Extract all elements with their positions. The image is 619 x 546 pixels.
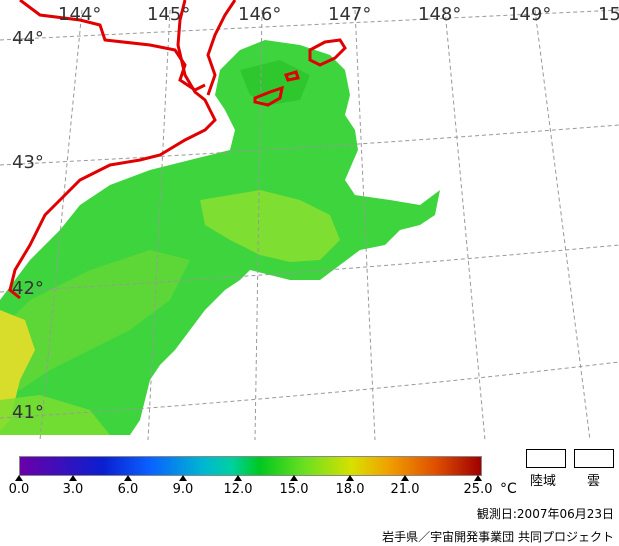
scale-tick [179, 475, 187, 481]
scale-tick [234, 475, 242, 481]
scale-tick [124, 475, 132, 481]
lat-label-43: 43° [12, 152, 44, 173]
temperature-color-scale [19, 456, 482, 476]
graticule [0, 9, 619, 440]
sst-field [0, 40, 440, 435]
lon-label-150: 15 [598, 4, 619, 25]
observation-date: 観測日:2007年06月23日 [476, 507, 614, 521]
scale-label: 9.0 [172, 482, 194, 497]
scale-tick [15, 475, 23, 481]
lon-label-149: 149° [508, 4, 551, 25]
scale-label: 0.0 [8, 482, 30, 497]
unit-label: °C [500, 481, 517, 497]
cloud-label: 雲 [587, 474, 601, 489]
scale-label: 12.0 [223, 482, 253, 497]
scale-label: 18.0 [335, 482, 365, 497]
coastline [8, 0, 347, 300]
land-label: 陸域 [530, 474, 557, 489]
lon-label-145: 145° [147, 4, 190, 25]
scale-tick [346, 475, 354, 481]
scale-tick [69, 475, 77, 481]
credit-text: 岩手県／宇宙開発事業団 共同プロジェクト [382, 530, 614, 544]
scale-label: 6.0 [117, 482, 139, 497]
scale-label: 3.0 [62, 482, 84, 497]
scale-tick [401, 475, 409, 481]
lon-label-146: 146° [238, 4, 281, 25]
lon-label-148: 148° [418, 4, 461, 25]
latitude-labels: 44° 43° 42° 41° [12, 28, 44, 423]
land-swatch [526, 449, 566, 468]
scale-tick [290, 475, 298, 481]
scale-label: 15.0 [279, 482, 309, 497]
lon-label-144: 144° [58, 4, 101, 25]
lon-label-147: 147° [328, 4, 371, 25]
lat-label-41: 41° [12, 402, 44, 423]
sst-map: 144° 145° 146° 147° 148° 149° 15 44° 43°… [0, 0, 619, 440]
lat-label-42: 42° [12, 278, 44, 299]
scale-tick [474, 475, 482, 481]
cloud-swatch [574, 449, 614, 468]
scale-label: 25.0 [463, 482, 493, 497]
lat-label-44: 44° [12, 28, 44, 49]
scale-label: 21.0 [390, 482, 420, 497]
longitude-labels: 144° 145° 146° 147° 148° 149° 15 [58, 4, 619, 25]
